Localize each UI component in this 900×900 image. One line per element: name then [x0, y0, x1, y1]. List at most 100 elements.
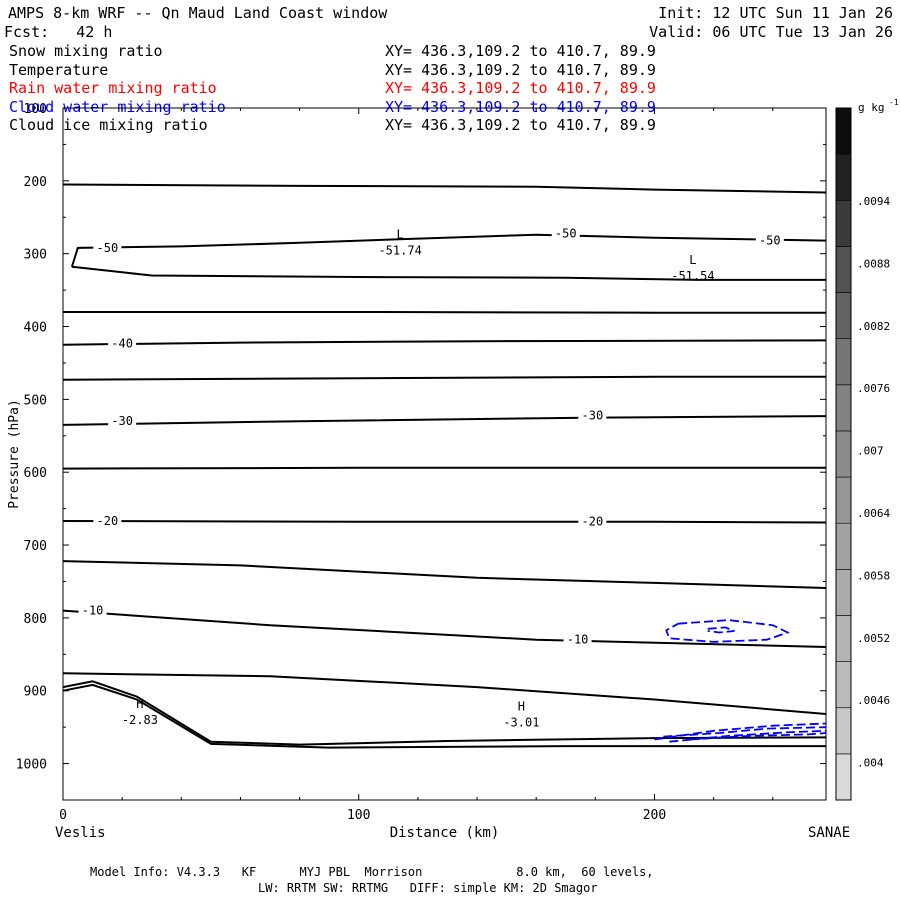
temperature-contour [62, 375, 826, 381]
colorbar-frame [835, 107, 852, 801]
model-info-line1: Model Info: V4.3.3 KF MYJ PBL Morrison 8… [90, 865, 654, 879]
extremum-letter: H [136, 697, 143, 711]
forecast-hour: Fcst: 42 h [4, 23, 113, 41]
extremum-value: -51.54 [671, 269, 714, 283]
field-name: Cloud water mixing ratio [9, 97, 226, 116]
colorbar-bin [835, 107, 852, 155]
colorbar-bin [835, 430, 852, 478]
temperature-contour [71, 265, 826, 281]
temperature-contour [62, 339, 827, 346]
contour-label: -40 [111, 336, 133, 350]
field-xy: XY= 436.3,109.2 to 410.7, 89.9 [385, 97, 656, 116]
valid-time: Valid: 06 UTC Tue 13 Jan 26 [649, 23, 893, 41]
contour-label: -30 [582, 408, 604, 422]
colorbar-bin [835, 615, 852, 662]
contour-label-bg [578, 513, 607, 529]
y-top-label: 100 [24, 102, 47, 117]
contour-label-bg [551, 225, 580, 241]
contour-label: -50 [97, 241, 119, 255]
y-tick-label: 800 [24, 612, 47, 627]
x-tick-label: 0 [59, 808, 67, 823]
contour-label: -20 [97, 514, 119, 528]
temperature-contour [62, 183, 827, 194]
y-tick-label: 600 [24, 466, 47, 481]
field-xy: XY= 436.3,109.2 to 410.7, 89.9 [385, 116, 656, 134]
x-axis-title: Distance (km) [390, 825, 500, 841]
temperature-contour [62, 466, 826, 470]
contour-label-bg [578, 407, 607, 423]
temperature-contour [62, 560, 827, 589]
plot-frame [62, 107, 827, 801]
colorbar-bin [835, 707, 852, 755]
colorbar-bin [835, 246, 852, 293]
colorbar-bin [835, 153, 852, 201]
colorbar-tick-label: .0058 [857, 569, 890, 582]
y-axis-title: Pressure (hPa) [7, 399, 22, 509]
temperature-contour [62, 680, 827, 746]
colorbar-bin [835, 292, 852, 339]
extremum-value: -51.74 [378, 243, 421, 257]
colorbar-tick-label: .0088 [857, 257, 890, 270]
y-tick-label: 700 [24, 539, 47, 554]
contour-label: -50 [555, 226, 577, 240]
field-name: Snow mixing ratio [9, 42, 163, 60]
init-time: Init: 12 UTC Sun 11 Jan 26 [658, 4, 893, 22]
colorbar-bin [835, 476, 852, 524]
contour-label: -30 [111, 414, 133, 428]
contour-label-bg [108, 413, 137, 429]
colorbar-bin [835, 569, 852, 616]
colorbar-tick-label: .0064 [857, 507, 890, 520]
temperature-contour [70, 233, 827, 268]
y-tick-label: 400 [24, 321, 47, 336]
cloud-water-contour [663, 726, 827, 738]
colorbar-tick-label: .0094 [857, 195, 890, 208]
colorbar-tick-label: .0082 [857, 320, 890, 333]
contour-label: -50 [759, 234, 781, 248]
contour-label-bg [108, 335, 137, 351]
y-tick-label: 300 [24, 248, 47, 263]
colorbar-tick-label: .0076 [857, 382, 890, 395]
y-tick-label: 500 [24, 393, 47, 408]
temperature-contour [62, 415, 827, 426]
extremum-letter: L [397, 227, 404, 241]
contour-label-bg [93, 239, 122, 255]
y-tick-label: 200 [24, 175, 47, 190]
field-name: Rain water mixing ratio [9, 79, 217, 97]
contour-label-bg [78, 602, 107, 618]
chart-title: AMPS 8-km WRF -- Qn Maud Land Coast wind… [8, 4, 388, 22]
temperature-contour [62, 683, 826, 749]
x-tick-label: 100 [347, 808, 370, 823]
colorbar-tick-label: .007 [857, 445, 884, 458]
field-xy: XY= 436.3,109.2 to 410.7, 89.9 [385, 60, 656, 79]
colorbar-unit-exponent: -1 [889, 98, 899, 107]
temperature-contour [62, 520, 827, 524]
extremum-letter: H [518, 699, 525, 713]
colorbar-bin [835, 199, 852, 247]
y-tick-label: 1000 [16, 758, 47, 773]
cloud-water-contour [689, 732, 827, 741]
colorbar-tick-label: .0052 [857, 632, 890, 645]
colorbar-tick-label: .004 [857, 757, 884, 770]
contour-label-bg [563, 631, 592, 647]
contour-label-bg [755, 232, 784, 248]
endpoint-right-label: SANAE [808, 825, 850, 841]
colorbar-unit: g kg [858, 101, 885, 114]
endpoint-left-label: Veslis [55, 825, 106, 841]
cloud-water-contour [665, 619, 790, 643]
contour-label: -20 [582, 515, 604, 529]
colorbar-tick-label: .0046 [857, 694, 890, 707]
temperature-contour [63, 311, 826, 314]
contour-label: -10 [82, 604, 104, 618]
extremum-value: -2.83 [122, 713, 158, 727]
temperature-contour [62, 609, 827, 648]
contour-label: -10 [567, 633, 589, 647]
field-xy: XY= 436.3,109.2 to 410.7, 89.9 [385, 42, 656, 60]
colorbar-bin [835, 661, 852, 709]
colorbar-bin [835, 522, 852, 570]
field-xy: XY= 436.3,109.2 to 410.7, 89.9 [385, 79, 656, 97]
x-tick-label: 200 [643, 808, 666, 823]
model-info-line2: LW: RRTM SW: RRTMG DIFF: simple KM: 2D S… [258, 881, 598, 895]
colorbar-bin [835, 753, 852, 801]
cloud-water-contour [707, 626, 735, 634]
